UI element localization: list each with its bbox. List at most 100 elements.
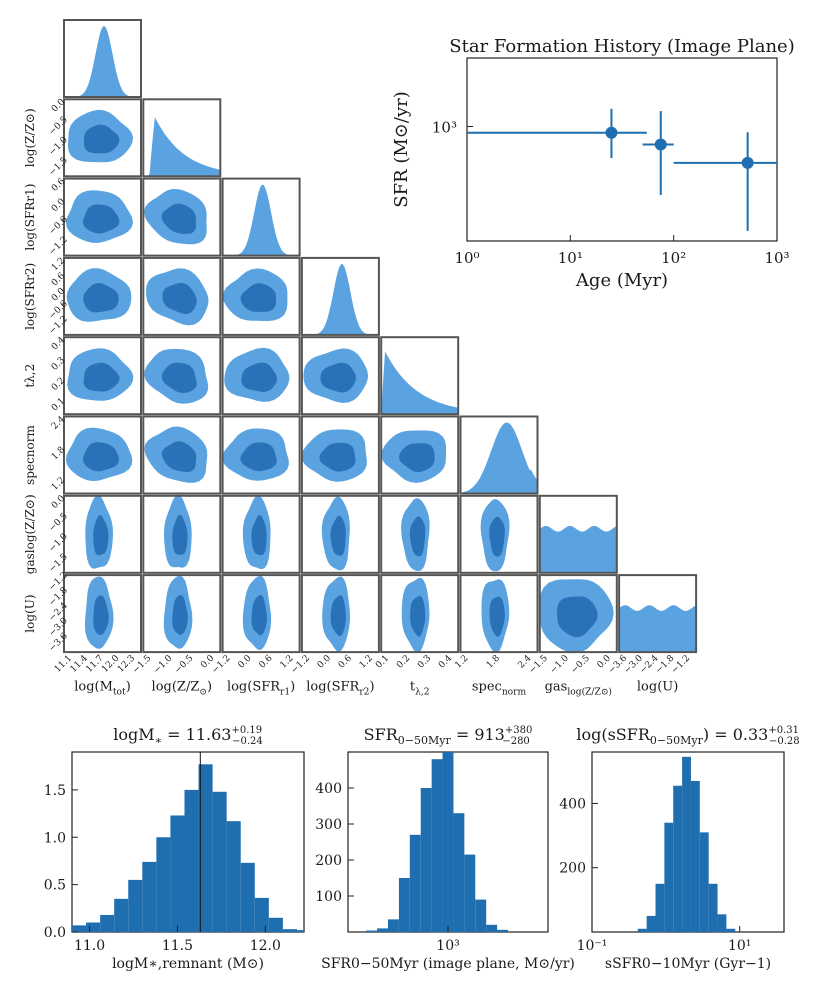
hist-bar	[198, 764, 213, 932]
contour-inner	[489, 596, 505, 637]
panel-frame	[63, 336, 142, 416]
sfh-marker	[741, 156, 754, 169]
hist-bar	[497, 929, 508, 932]
contour-inner	[319, 442, 356, 472]
corner-panel-3-0	[63, 256, 142, 336]
panel-frame	[300, 494, 380, 574]
contour-inner	[251, 594, 267, 636]
hist-bar	[268, 917, 283, 932]
hist-bar	[226, 821, 241, 932]
panel-frame	[142, 494, 222, 574]
corner-panel-5-2	[221, 415, 301, 495]
hist-ytick-label: 1.5	[44, 783, 66, 799]
hist-title-sub: 0−50Myr	[398, 734, 452, 747]
panel-frame	[300, 574, 380, 654]
hist-bar	[442, 752, 454, 932]
panel-frame	[459, 574, 539, 654]
corner-x-label-sub: r1	[280, 687, 290, 697]
corner-x-label-main: t	[410, 679, 416, 694]
corner-panel-6-1	[142, 494, 222, 574]
x-tick-label: 0.4	[437, 653, 454, 670]
marginal-area	[619, 605, 697, 653]
hist-bar	[655, 883, 665, 932]
panel-frame	[142, 98, 222, 178]
contour-inner	[172, 595, 188, 635]
corner-y-label: specnorm	[23, 425, 37, 485]
sfh-title: Star Formation History (Image Plane)	[449, 36, 794, 57]
hist-title: logM∗ = 11.63+0.19 −0.24	[113, 725, 263, 747]
sfh-xtick-label: 10²	[661, 249, 686, 267]
hist-title-val: = 11.63	[162, 725, 231, 744]
x-tick-label: −0.5	[569, 653, 592, 676]
panel-frame	[459, 415, 539, 495]
hist-bar	[72, 925, 87, 932]
panel-frame	[221, 256, 301, 336]
contour-inner	[489, 516, 505, 557]
hist-bar	[717, 914, 727, 932]
corner-x-label: log(Mtot)	[74, 679, 131, 697]
panel-frame	[618, 574, 698, 654]
hist-xtick-label: 10³	[436, 938, 459, 954]
panel-frame	[300, 256, 380, 336]
corner-panel-4-2	[221, 336, 301, 416]
sfh-point-1	[642, 111, 674, 196]
hist-title-main: log(sSFR	[576, 725, 651, 744]
hist-bar	[388, 919, 399, 932]
sfr-histogram: SFR0−50Myr = 913+380 −280 SFR0−50Myr (imag…	[315, 725, 575, 972]
sfh-marker	[654, 138, 667, 151]
corner-x-label: log(SFRr1)	[227, 679, 295, 697]
hist-bar	[475, 899, 487, 932]
hist-bar	[254, 897, 269, 932]
hist-ytick-label: 200	[315, 853, 342, 869]
hist-bar	[699, 832, 709, 932]
sfh-marker	[605, 126, 618, 139]
mass-histogram: logM∗ = 11.63+0.19 −0.24 logM∗,remnant (M⊙…	[44, 725, 305, 972]
corner-x-label-main: log(U)	[637, 679, 678, 694]
sfh-xlabel: Age (Myr)	[575, 270, 668, 291]
hist-xlabel: logM∗,remnant (M⊙)	[112, 956, 264, 972]
contour-inner	[251, 515, 267, 556]
corner-panel-5-4	[380, 415, 460, 495]
x-tick-label: −1.0	[548, 653, 571, 676]
corner-panel-1-0	[63, 98, 142, 178]
corner-panel-7-5	[459, 574, 539, 654]
hist-bar	[420, 788, 432, 932]
corner-panel-7-2	[221, 574, 301, 654]
hist-bar	[240, 862, 255, 932]
contour-inner	[93, 595, 109, 636]
panel-frame	[221, 415, 301, 495]
marginal-area	[64, 26, 141, 97]
x-tick-label: −1.5	[131, 653, 154, 676]
corner-panel-7-6	[538, 574, 618, 654]
sfh-frame	[466, 57, 778, 242]
corner-x-label: log(U)	[637, 679, 678, 694]
hist-xtick-label: 10¹	[728, 938, 751, 954]
panel-frame	[221, 177, 301, 257]
hist-xtick-label: 12.0	[250, 938, 281, 954]
corner-panel-3-2	[221, 256, 301, 336]
corner-x-label-sub: ⊙	[199, 687, 207, 697]
sfh-xtick-label: 10⁰	[454, 249, 479, 267]
contour-inner	[83, 362, 120, 392]
hist-title-sub: ∗	[155, 734, 162, 747]
panel-frame	[380, 574, 460, 654]
hist-ytick-label: 400	[315, 781, 342, 797]
sfh-point-2	[673, 132, 777, 231]
marginal-area	[222, 184, 300, 256]
corner-panel-7-1	[142, 574, 222, 654]
x-tick-label: 0.3	[416, 653, 433, 670]
corner-panel-5-3	[300, 415, 380, 495]
corner-x-label-sub: log(Z/Z⊙)	[567, 686, 612, 697]
corner-panel-6-4	[380, 494, 460, 574]
panel-frame	[221, 574, 301, 654]
contour-inner	[399, 443, 435, 473]
contour-inner	[93, 515, 109, 556]
panel-frame	[142, 256, 222, 336]
hist-bar	[673, 785, 683, 932]
corner-y-label: log(SFRr2)	[23, 263, 37, 330]
hist-bar	[431, 759, 443, 932]
hist-bar	[398, 878, 410, 932]
hist-title-inf: −280	[502, 736, 529, 747]
corner-panel-6-5	[459, 494, 539, 574]
hist-bar	[212, 791, 227, 932]
